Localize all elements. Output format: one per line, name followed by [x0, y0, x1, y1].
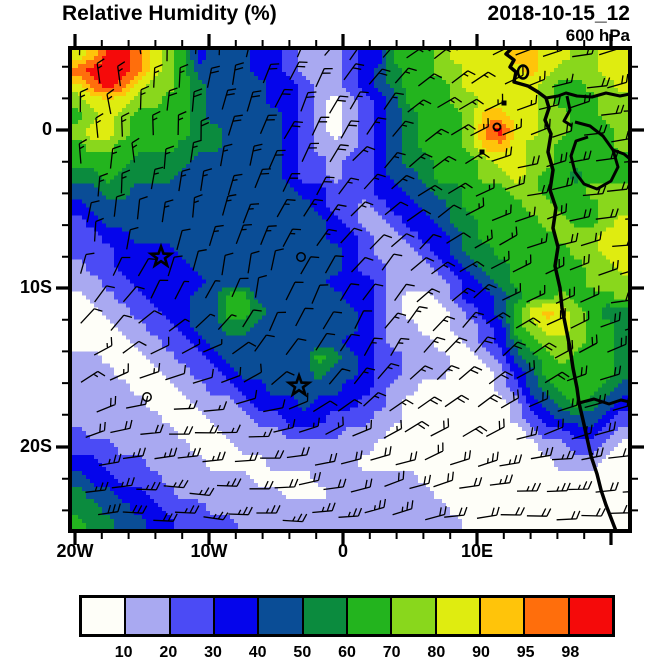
lat-label-10s: 10S	[19, 277, 52, 297]
country-border	[562, 95, 573, 128]
colorbar-cell	[436, 598, 481, 634]
colorbar-cell	[214, 598, 260, 634]
colorbar-label: 95	[516, 644, 535, 661]
calm-wind-circle	[142, 392, 152, 402]
colorbar-cell	[569, 598, 612, 634]
country-border	[545, 91, 630, 100]
lat-label-20s: 20S	[19, 436, 52, 456]
map-frame	[68, 46, 632, 533]
lon-label-10w: 10W	[190, 541, 228, 561]
colorbar-label: 20	[159, 644, 178, 661]
colorbar-label: 70	[382, 644, 401, 661]
country-border	[569, 120, 620, 191]
coastline	[504, 48, 618, 531]
colorbar-label: 40	[248, 644, 267, 661]
station-markers	[142, 64, 530, 402]
colorbar-cell	[392, 598, 437, 634]
minor-ticks	[62, 40, 638, 539]
axis-ticks	[56, 34, 644, 545]
colorbar-cell	[347, 598, 393, 634]
colorbar-cell	[480, 598, 526, 634]
star-marker	[147, 242, 175, 269]
station-square	[479, 149, 485, 155]
colorbar	[79, 595, 615, 637]
colorbar-label: 50	[293, 644, 312, 661]
colorbar-cell	[170, 598, 215, 634]
country-border	[578, 397, 630, 406]
colorbar-cell	[259, 598, 304, 634]
plot-pressure-level: 600 hPa	[565, 26, 630, 45]
lon-label-0: 0	[337, 541, 349, 561]
colorbar-label: 10	[114, 644, 133, 661]
rh-field-canvas	[70, 48, 630, 531]
colorbar-label: 98	[561, 644, 580, 661]
plot-title: Relative Humidity (%)	[62, 2, 277, 25]
colorbar-label: 60	[338, 644, 356, 661]
wind-barbs	[78, 48, 630, 523]
station-circle	[492, 122, 502, 132]
lon-label-20w: 20W	[56, 541, 94, 561]
colorbar-cell	[525, 598, 570, 634]
colorbar-label: 80	[427, 644, 446, 661]
station-square	[501, 100, 507, 106]
plot-datetime: 2018-10-15_12	[487, 2, 630, 25]
star-marker	[285, 371, 313, 398]
lon-label-10e: 10E	[460, 541, 494, 561]
lat-label-0: 0	[41, 119, 52, 139]
colorbar-cell	[82, 598, 127, 634]
colorbar-cell	[126, 598, 171, 634]
major-ticks	[56, 34, 644, 545]
colorbar-label: 90	[472, 644, 490, 661]
calm-wind-circle	[296, 252, 306, 262]
colorbar-label: 30	[204, 644, 222, 661]
colorbar-cell	[303, 598, 348, 634]
lake-outline	[516, 64, 530, 80]
